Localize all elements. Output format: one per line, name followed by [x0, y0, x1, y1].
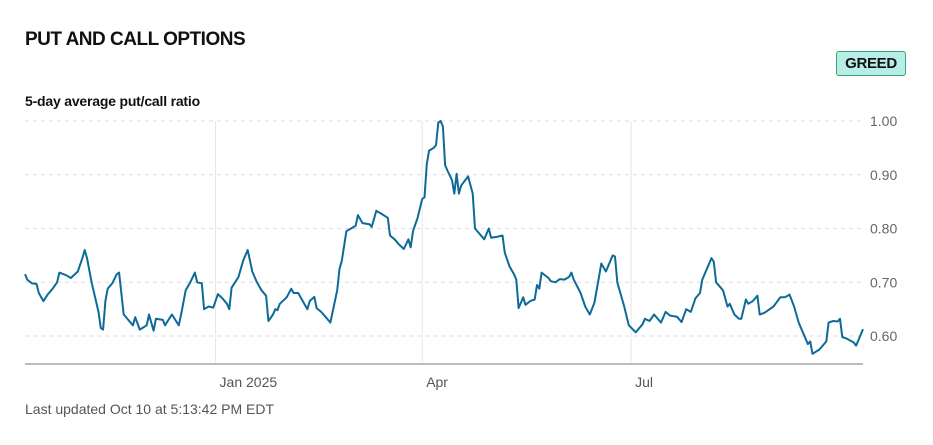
sentiment-badge: GREED [836, 51, 906, 76]
last-updated: Last updated Oct 10 at 5:13:42 PM EDT [25, 401, 275, 417]
chart-title: PUT AND CALL OPTIONS [25, 29, 246, 50]
x-tick-label: Jan 2025 [220, 374, 278, 390]
x-tick-label: Apr [426, 374, 448, 390]
y-tick-label: 1.00 [870, 113, 897, 129]
x-tick-label: Jul [635, 374, 653, 390]
series-line [24, 120, 864, 355]
y-tick-label: 0.90 [870, 167, 897, 183]
y-tick-label: 0.80 [870, 221, 897, 237]
y-tick-label: 0.70 [870, 274, 897, 290]
y-tick-label: 0.60 [870, 328, 897, 344]
chart-subtitle: 5-day average put/call ratio [25, 93, 200, 109]
